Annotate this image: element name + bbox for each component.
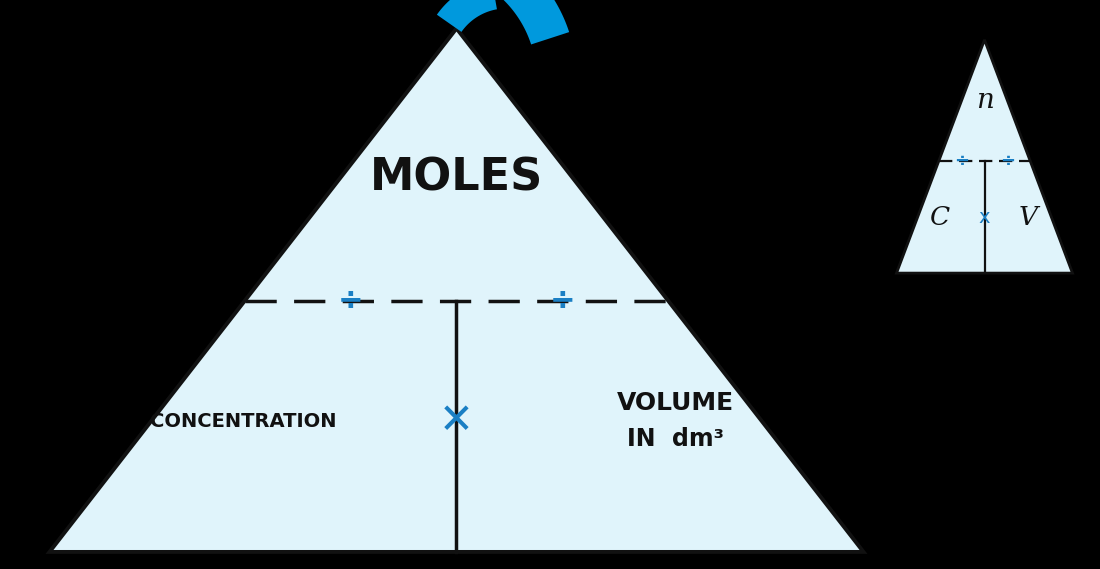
Text: IN  dm³: IN dm³	[627, 427, 724, 451]
Text: n: n	[976, 87, 993, 114]
Text: V: V	[1019, 205, 1038, 230]
Text: VOLUME: VOLUME	[616, 391, 734, 415]
Text: ÷: ÷	[550, 286, 575, 315]
Text: ÷: ÷	[338, 286, 363, 315]
Text: ÷: ÷	[954, 152, 969, 170]
Polygon shape	[473, 0, 569, 44]
Text: x: x	[979, 208, 990, 226]
Text: ÷: ÷	[1000, 152, 1015, 170]
Text: C: C	[931, 205, 950, 230]
Text: MOLES: MOLES	[370, 156, 543, 200]
Polygon shape	[437, 0, 497, 32]
Polygon shape	[896, 40, 1072, 273]
Text: ✕: ✕	[439, 400, 474, 442]
Text: CONCENTRATION: CONCENTRATION	[150, 412, 337, 431]
Polygon shape	[50, 28, 864, 552]
